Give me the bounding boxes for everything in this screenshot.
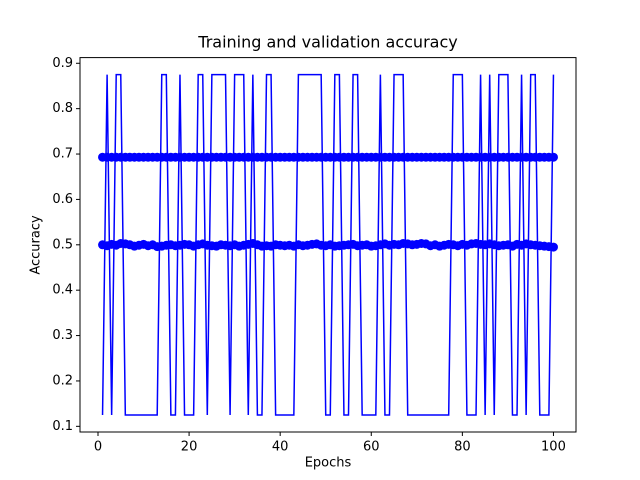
y-tick-label: 0.9 [52,56,73,71]
x-tick-label: 100 [541,440,566,455]
y-tick-label: 0.3 [52,328,73,343]
x-tick-label: 60 [363,440,380,455]
x-tick-label: 0 [94,440,102,455]
y-tick-label: 0.1 [52,419,73,434]
point [548,152,558,162]
y-tick-label: 0.8 [52,101,73,116]
x-tick-label: 80 [454,440,471,455]
x-tick-label: 40 [272,440,289,455]
plot-frame [79,57,577,433]
y-axis-label: Accuracy [29,215,44,275]
chart-title: Training and validation accuracy [197,33,457,52]
y-tick-label: 0.6 [52,192,73,207]
y-tick-label: 0.7 [52,147,73,162]
y-tick-label: 0.5 [52,237,73,252]
point [548,242,558,252]
x-axis-label: Epochs [305,456,352,471]
y-tick-label: 0.2 [52,373,73,388]
y-tick-label: 0.4 [52,283,73,298]
x-tick-label: 20 [181,440,198,455]
